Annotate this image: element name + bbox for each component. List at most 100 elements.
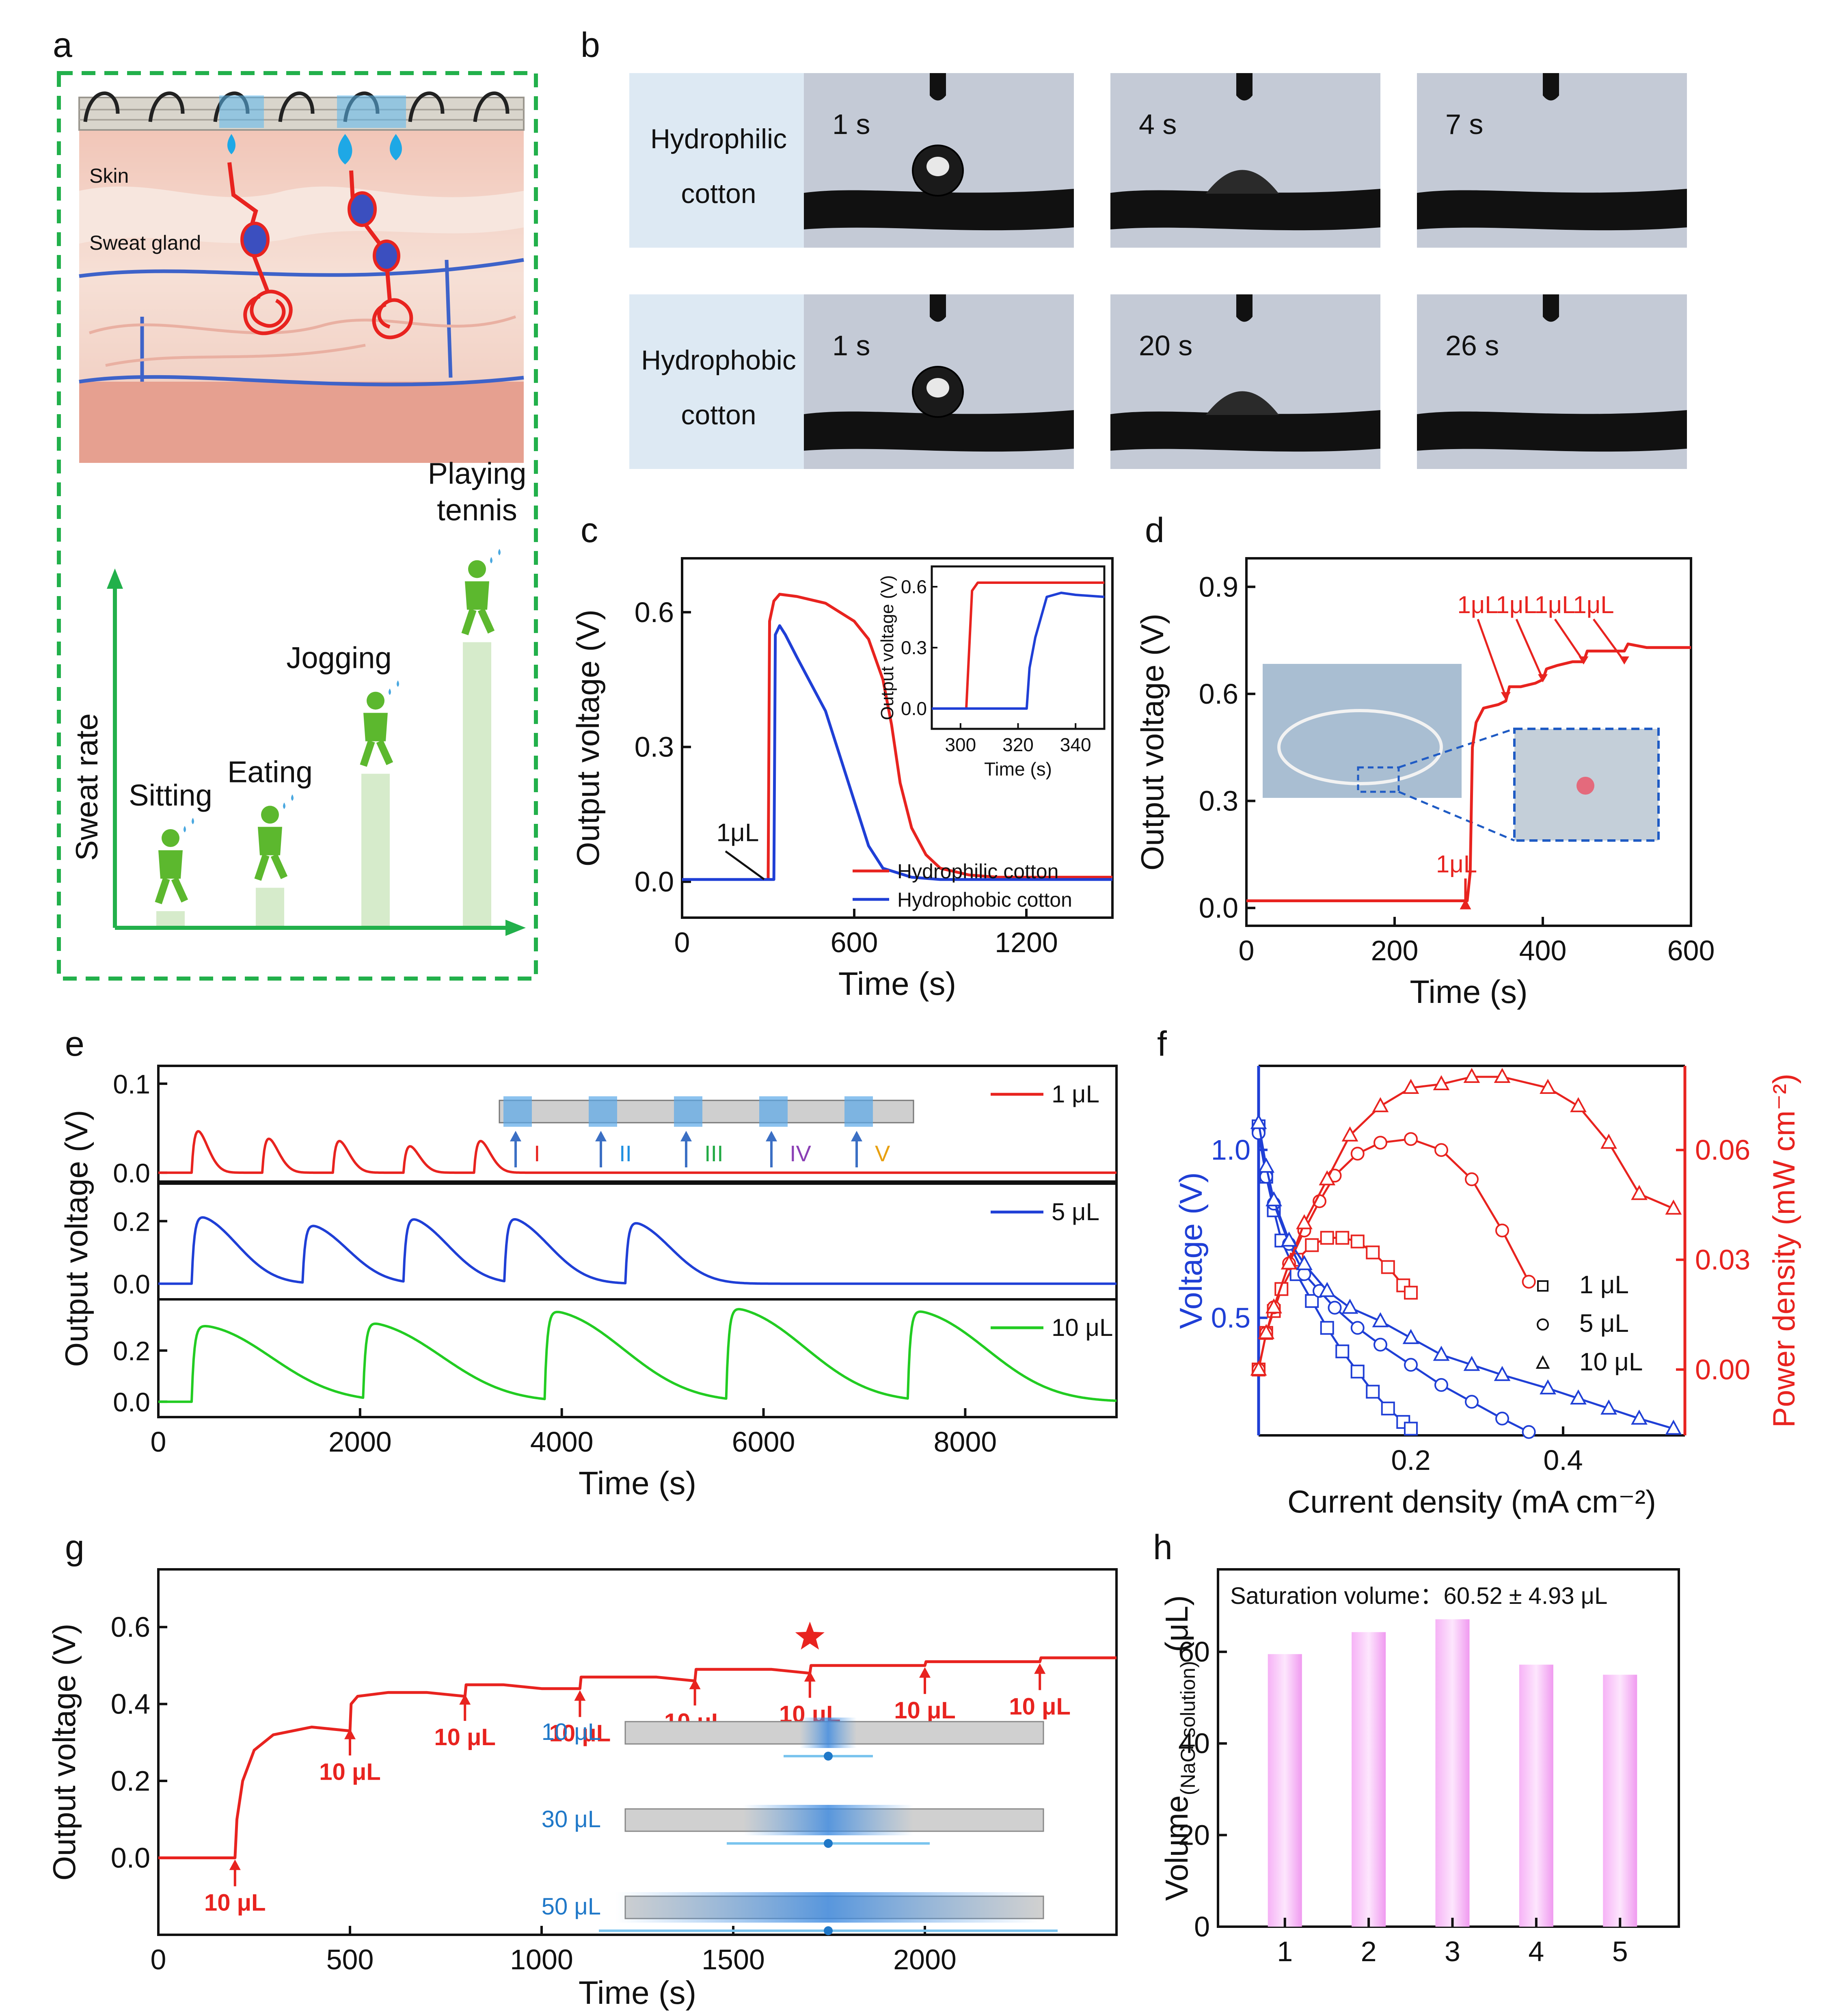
data-point xyxy=(1335,1344,1350,1359)
x-tick-label: 1200 xyxy=(995,927,1058,958)
sweat-spread xyxy=(743,1805,914,1835)
y-tick-label: 0.0 xyxy=(901,698,927,719)
activity-label: Jogging xyxy=(286,641,391,675)
data-point xyxy=(1540,1078,1556,1094)
data-point xyxy=(1373,1136,1387,1150)
y-tick-label: 0.2 xyxy=(113,1206,150,1236)
data-point xyxy=(1328,1301,1342,1315)
data-point xyxy=(1402,1329,1419,1344)
data-point xyxy=(1305,1238,1319,1252)
position-marker xyxy=(503,1096,532,1127)
data-point xyxy=(1434,1378,1448,1392)
droplet xyxy=(1576,777,1594,795)
data-point xyxy=(1366,1385,1380,1399)
data-point xyxy=(1281,1254,1298,1270)
sitting-person-icon xyxy=(155,818,194,904)
arrow-head xyxy=(595,1131,607,1141)
y-axis-label-left: Voltage (V) xyxy=(1173,1172,1209,1329)
sweat-drop-icon xyxy=(390,134,402,160)
sweat-drop-icon xyxy=(283,794,294,809)
y-axis-label-sub: (NaCl solution) xyxy=(1177,1661,1199,1796)
position-label: I xyxy=(534,1141,540,1166)
arrow-head xyxy=(574,1690,586,1701)
spread-center xyxy=(824,1752,833,1761)
panel-label-b: b xyxy=(581,26,600,65)
droplet-highlight xyxy=(926,378,949,398)
data-point xyxy=(1465,1395,1479,1409)
arrow-head xyxy=(1034,1663,1046,1674)
data-point xyxy=(1600,1134,1617,1149)
y-tick-label: 0.2 xyxy=(111,1765,150,1797)
series-line-blue xyxy=(158,1216,1117,1285)
legend-label: Hydrophobic cotton xyxy=(897,888,1072,911)
y-tick-label: 0.3 xyxy=(901,637,927,658)
x-tick-label: 2000 xyxy=(328,1426,392,1458)
drop-label: 1μL xyxy=(1436,850,1477,877)
star-icon xyxy=(795,1621,825,1650)
drop-label: 10 μL xyxy=(319,1759,381,1785)
y-axis-label: Output voltage (V) xyxy=(570,609,606,866)
sweat-spread xyxy=(800,1718,857,1748)
y-tick-label: 1.0 xyxy=(1211,1134,1250,1166)
row-label-box xyxy=(629,73,804,248)
bar xyxy=(1519,1664,1553,1927)
y-tick-label: 0.0 xyxy=(111,1842,150,1874)
panel-a-border xyxy=(57,71,538,981)
x-tick-label: 8000 xyxy=(934,1426,997,1458)
position-marker xyxy=(844,1096,873,1127)
data-point xyxy=(1305,1294,1319,1308)
data-point xyxy=(1404,1422,1418,1436)
panel-e-chart: 0.00.1 1 μLI II III IV V0.00.2 5 μL0.00.210 μL… xyxy=(58,1065,1118,1501)
data-point xyxy=(1381,1260,1395,1274)
data-point xyxy=(1433,1075,1450,1091)
row-label: Hydrophilic xyxy=(650,123,787,154)
y-tick-label: 0.4 xyxy=(111,1688,150,1720)
x-tick-label: 0.2 xyxy=(1391,1444,1430,1476)
activity-label: Sitting xyxy=(129,778,212,812)
x-tick-label: 0.4 xyxy=(1543,1444,1583,1476)
panel-label-f: f xyxy=(1157,1024,1167,1063)
y-tick-label: 0.03 xyxy=(1695,1244,1750,1276)
x-axis-label: Current density (mA cm⁻²) xyxy=(1287,1484,1656,1519)
data-point xyxy=(1522,1275,1536,1289)
arrow-head xyxy=(851,1131,862,1141)
arrow-head xyxy=(1460,899,1471,910)
inset-volume-label: 10 μL xyxy=(542,1719,601,1745)
y-axis-label: Output voltage (V) xyxy=(46,1624,82,1881)
sweat-drop-icon xyxy=(184,818,194,832)
x-tick-label: 300 xyxy=(945,734,976,755)
x-tick-label: 1 xyxy=(1277,1936,1293,1967)
droplet-photo xyxy=(1417,73,1687,248)
y-axis-label: Output voltage (V) xyxy=(58,1110,94,1367)
y-tick-label: 0.3 xyxy=(635,731,674,763)
arrow-head xyxy=(804,1671,816,1682)
data-point xyxy=(1433,1346,1450,1361)
x-tick-label: 1000 xyxy=(510,1944,573,1975)
arrow-head xyxy=(1501,692,1511,700)
arrow-head xyxy=(459,1694,471,1705)
icon-body xyxy=(158,850,183,879)
y-tick-label: 0 xyxy=(1194,1911,1210,1943)
device-photo xyxy=(1263,664,1462,798)
y-axis-label-right: Power density (mW cm⁻²) xyxy=(1767,1074,1801,1428)
legend-label: 10 μL xyxy=(1052,1314,1113,1341)
y-tick-label: 0.6 xyxy=(111,1611,150,1643)
drop-label: 10 μL xyxy=(549,1720,611,1747)
drop-arrow xyxy=(1477,619,1507,698)
inset-series-line xyxy=(932,592,1105,710)
legend-marker xyxy=(1537,1318,1549,1331)
arrow-head xyxy=(510,1131,521,1141)
data-point xyxy=(1341,1126,1358,1142)
legend-marker xyxy=(1535,1355,1550,1369)
droplet-highlight xyxy=(926,157,949,176)
drop-label: 10 μL xyxy=(204,1890,266,1916)
x-tick-label: 2000 xyxy=(893,1944,957,1975)
bar xyxy=(1352,1632,1386,1927)
data-point xyxy=(1250,1360,1267,1376)
spread-center xyxy=(824,1926,833,1935)
needle xyxy=(1236,73,1253,101)
inset-y-label: Output voltage (V) xyxy=(877,575,897,720)
icon-head xyxy=(162,829,179,847)
zoom-box xyxy=(1357,766,1400,793)
